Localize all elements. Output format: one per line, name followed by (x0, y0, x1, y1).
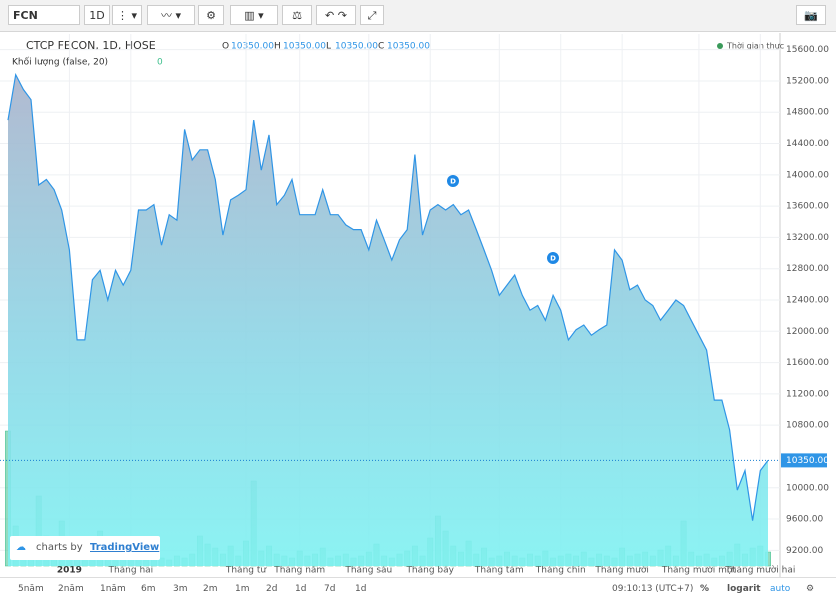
y-tick-label: 14000.00 (786, 170, 829, 180)
price-line (7, 72, 769, 521)
interval-button[interactable]: 1D (84, 5, 110, 25)
y-tick-label: 10000.00 (786, 483, 829, 493)
range-button[interactable]: 2d (266, 584, 278, 594)
y-tick-label: 15200.00 (786, 76, 829, 86)
compare-button[interactable]: ⚖ (282, 5, 312, 25)
price-area (8, 74, 768, 566)
y-tick-label: 10800.00 (786, 421, 829, 431)
ohlc-value: 10350.00 (231, 42, 274, 52)
y-tick-label: 11200.00 (786, 389, 829, 399)
dividend-marker (447, 175, 459, 187)
y-tick-label: 11600.00 (786, 358, 829, 368)
range-button[interactable]: 3m (173, 584, 188, 594)
symbol-input[interactable]: FCN (8, 5, 80, 25)
range-button[interactable]: 1d (355, 584, 367, 594)
y-tick-label: 15600.00 (786, 45, 829, 55)
y-tick-label: 12400.00 (786, 296, 829, 306)
dividend-label: D (450, 178, 456, 186)
y-tick-label: 9600.00 (786, 515, 823, 525)
y-tick-label: 13600.00 (786, 202, 829, 212)
range-button[interactable]: 2năm (58, 584, 84, 594)
snapshot-button[interactable]: 📷 (796, 5, 826, 25)
x-tick-label: Tháng mười (594, 565, 648, 576)
chart: CTCP FECON, 1D, HOSE Khối lượng (false, … (0, 33, 829, 577)
x-tick-label: Tháng chín (535, 566, 586, 576)
dividend-marker (547, 252, 559, 264)
clock: 09:10:13 (UTC+7) (612, 584, 694, 594)
volume-last: 0 (157, 58, 163, 68)
last-price-box (781, 453, 827, 468)
undo-redo[interactable]: ↶ ↷ (316, 5, 356, 25)
range-button[interactable]: 1năm (100, 584, 126, 594)
logo: ☁ (16, 542, 26, 553)
last-price-label: 10350.00 (786, 456, 829, 466)
x-tick-label: Tháng năm (273, 566, 325, 576)
range-button[interactable]: 6m (141, 584, 156, 594)
range-button[interactable]: 1m (235, 584, 250, 594)
ohlc-value: 10350.00 (335, 42, 378, 52)
range-button[interactable]: 5năm (18, 584, 44, 594)
ohlc-key: H (274, 42, 281, 52)
ohlc-key: O (222, 42, 229, 52)
range-button[interactable]: 7d (324, 584, 336, 594)
x-tick-label: Tháng sáu (344, 566, 392, 576)
x-tick-label: Tháng tư (225, 566, 268, 576)
x-tick-label: Tháng bảy (405, 565, 454, 576)
realtime-label: Thời gian thực (726, 41, 784, 52)
percent-toggle[interactable]: % (700, 584, 710, 594)
y-tick-label: 14800.00 (786, 108, 829, 118)
footer: 09:10:13 (UTC+7) % logarit auto ⚙ 5năm 2n… (0, 577, 836, 605)
realtime-dot (717, 43, 723, 49)
axis-settings[interactable]: ⚙ (806, 584, 815, 594)
watermark-prefix: charts by (36, 542, 83, 553)
y-tick-label: 13200.00 (786, 233, 829, 243)
menu-button[interactable]: ⋮ ▾ (112, 5, 142, 25)
x-tick-label: Tháng mười một (661, 565, 737, 576)
x-tick-label: Tháng mười hai (724, 565, 795, 576)
fullscreen-button[interactable]: ⤢ (360, 5, 384, 25)
y-tick-label: 12800.00 (786, 264, 829, 274)
indicators-button[interactable]: ▥ ▾ (230, 5, 278, 25)
y-tick-label: 14400.00 (786, 139, 829, 149)
y-tick-label: 12000.00 (786, 327, 829, 337)
settings-button[interactable]: ⚙ (198, 5, 224, 25)
volume-title: Khối lượng (false, 20) (12, 57, 108, 68)
ohlc-value: 10350.00 (387, 42, 430, 52)
auto-toggle[interactable]: auto (770, 584, 791, 594)
chart-title: CTCP FECON, 1D, HOSE (26, 39, 156, 52)
chart-type-button[interactable]: 〰 ▾ (147, 5, 195, 25)
x-tick-label: 2019 (57, 566, 82, 576)
watermark[interactable]: ☁ charts by TradingView (10, 536, 160, 560)
x-tick-label: Tháng tám (474, 566, 524, 576)
dividend-label: D (550, 255, 556, 263)
ohlc-key: C (378, 42, 384, 52)
ohlc-value: 10350.00 (283, 42, 326, 52)
log-toggle[interactable]: logarit (727, 584, 761, 594)
y-tick-label: 9200.00 (786, 546, 823, 556)
x-tick-label: Tháng hai (107, 566, 153, 576)
toolbar: FCN 1D ⋮ ▾ 〰 ▾ ⚙ ▥ ▾ ⚖ ↶ ↷ ⤢ 📷 (0, 0, 836, 32)
range-button[interactable]: 1d (295, 584, 307, 594)
watermark-brand[interactable]: TradingView (90, 542, 160, 553)
ohlc-key: L (326, 42, 331, 52)
range-button[interactable]: 2m (203, 584, 218, 594)
